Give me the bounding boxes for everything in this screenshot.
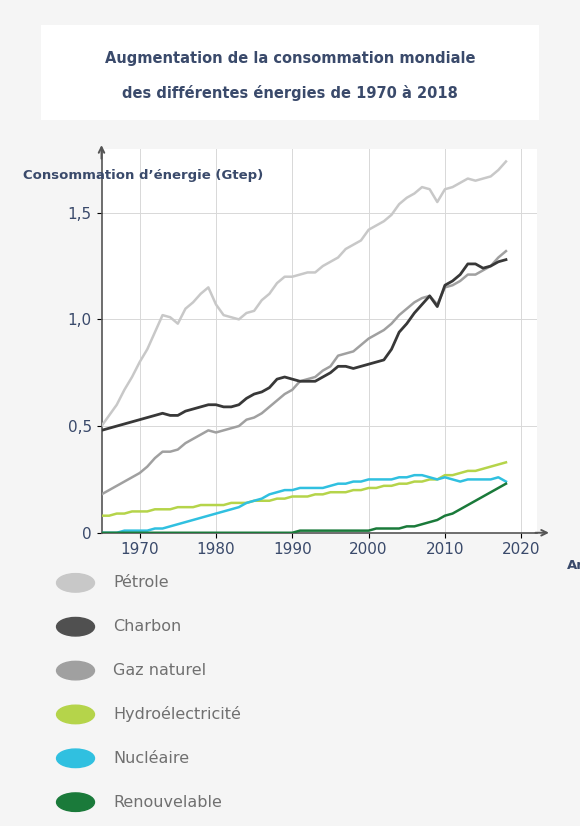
Circle shape: [57, 705, 95, 724]
Text: Consommation d’énergie (Gtep): Consommation d’énergie (Gtep): [23, 169, 263, 183]
Text: Augmentation de la consommation mondiale: Augmentation de la consommation mondiale: [105, 50, 475, 65]
Circle shape: [57, 618, 95, 636]
Text: Gaz naturel: Gaz naturel: [113, 663, 206, 678]
Text: Nucléaire: Nucléaire: [113, 751, 189, 766]
Circle shape: [57, 573, 95, 592]
Text: Hydroélectricité: Hydroélectricité: [113, 706, 241, 723]
Circle shape: [57, 662, 95, 680]
Text: Charbon: Charbon: [113, 620, 181, 634]
FancyBboxPatch shape: [21, 21, 559, 124]
Text: Pétrole: Pétrole: [113, 576, 169, 591]
Circle shape: [57, 793, 95, 811]
Circle shape: [57, 749, 95, 767]
Text: Années: Années: [567, 559, 580, 572]
Text: des différentes énergies de 1970 à 2018: des différentes énergies de 1970 à 2018: [122, 85, 458, 101]
Text: Renouvelable: Renouvelable: [113, 795, 222, 809]
